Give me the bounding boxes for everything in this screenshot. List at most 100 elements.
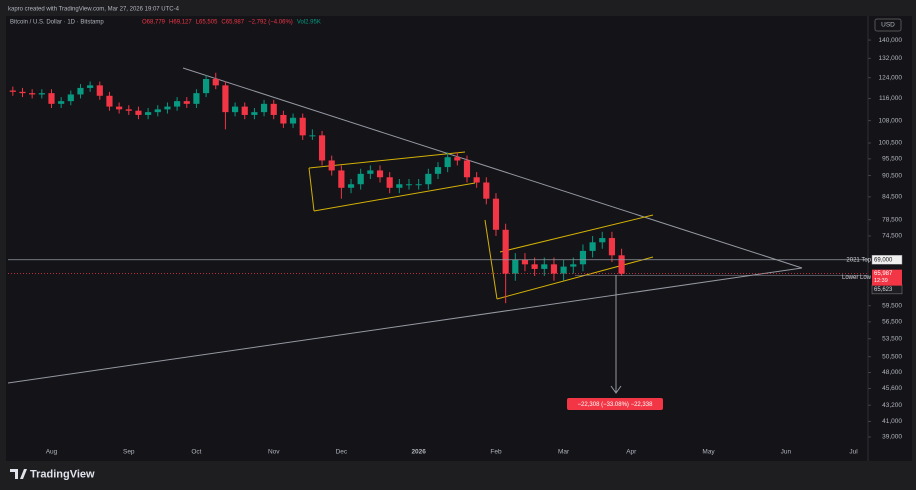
x-tick-label: Mar <box>558 449 570 456</box>
arrow-head <box>610 385 622 394</box>
credit: kapro created with TradingView.com, Mar … <box>8 7 180 13</box>
currency-button[interactable] <box>874 18 902 32</box>
y-tick-label: 108,000 <box>879 117 903 124</box>
candle-body <box>463 160 471 178</box>
series <box>9 72 625 304</box>
candle-body <box>135 110 142 115</box>
legend-value: Vol2.95K <box>297 20 321 26</box>
candle-body <box>48 93 55 104</box>
candle-body <box>174 101 181 107</box>
measure-box <box>567 398 663 410</box>
channel-line <box>499 214 654 253</box>
candle-body <box>531 264 538 269</box>
candle-body <box>434 167 442 174</box>
candle-body <box>541 264 548 269</box>
channel-line <box>308 167 315 212</box>
candle-body <box>570 264 577 267</box>
candle-body <box>106 95 113 107</box>
candle-body <box>396 184 403 188</box>
candle-body <box>202 78 210 94</box>
candle-body <box>367 170 374 174</box>
currency[interactable]: USD <box>881 22 895 29</box>
candle-body <box>328 160 335 171</box>
candle-body <box>87 85 94 88</box>
trendline <box>182 67 803 269</box>
candle-body <box>154 109 161 113</box>
countdown: 12:39 <box>874 278 888 284</box>
y-tick-label: 45,600 <box>882 385 902 392</box>
channel-line <box>308 151 466 169</box>
measure-label: −22,308 (−33.08%) −22,338 <box>578 402 654 408</box>
level-value: 65,623 <box>874 287 893 293</box>
y-tick-label: 50,500 <box>882 353 902 360</box>
candle-body <box>521 259 529 265</box>
candle-body <box>280 114 287 124</box>
y-tick-label: 43,200 <box>882 402 902 409</box>
candle-body <box>415 184 422 186</box>
candle-body <box>67 94 74 102</box>
candle-body <box>608 238 616 256</box>
level-name: Lower Low <box>842 275 872 281</box>
candle-body <box>299 117 306 136</box>
x-tick-label: Nov <box>268 449 280 456</box>
candle-body <box>9 90 16 92</box>
y-tick-label: 56,500 <box>882 319 902 326</box>
candle-body <box>483 182 490 199</box>
candle-body <box>599 238 606 243</box>
x-tick-label: 2026 <box>411 449 426 456</box>
x-tick-label: Dec <box>336 449 348 456</box>
y-tick-label: 59,500 <box>882 303 902 310</box>
x-tick-label: Oct <box>191 449 201 456</box>
candle-body <box>222 85 229 113</box>
candle-body <box>309 135 316 137</box>
legend-value: C65,987 <box>221 20 244 26</box>
level-value: 69,000 <box>874 257 893 263</box>
candle-body <box>347 184 355 188</box>
candle-body <box>29 93 36 95</box>
candle-body <box>183 101 190 104</box>
candle-body <box>444 157 451 168</box>
brand: TradingView <box>30 468 95 480</box>
candle-body <box>38 93 45 95</box>
x-tick-label: Jun <box>781 449 792 456</box>
legend-value: O68,779 <box>142 20 166 26</box>
candle-body <box>260 103 268 113</box>
candle-body <box>251 112 258 115</box>
panel <box>6 16 912 461</box>
candle-body <box>289 117 297 124</box>
x-tick-label: Jul <box>849 449 858 456</box>
candle-body <box>560 266 567 274</box>
candle-body <box>125 109 132 111</box>
candle-body <box>454 157 461 161</box>
candle-body <box>589 242 596 251</box>
candle-body <box>318 135 326 161</box>
y-tick-label: 84,500 <box>882 194 902 201</box>
x-tick-label: May <box>702 449 715 456</box>
y-tick-label: 132,000 <box>879 55 903 62</box>
y-tick-label: 116,000 <box>879 95 902 102</box>
candle-body <box>502 229 509 274</box>
candle-body <box>492 198 500 230</box>
candle-body <box>241 106 248 115</box>
candle-body <box>512 259 519 274</box>
level-box <box>871 255 903 265</box>
candle-body <box>58 101 65 104</box>
y-tick-label: 41,000 <box>882 418 902 425</box>
y-tick-label: 124,000 <box>879 74 903 81</box>
x-tick-label: Aug <box>46 449 58 456</box>
legend-value: H69,127 <box>169 20 192 26</box>
x-tick-label: Feb <box>490 449 502 456</box>
candle-body <box>425 173 432 185</box>
y-tick-label: 74,500 <box>882 233 902 240</box>
legend-value: −2,792 (−4.06%) <box>248 20 293 26</box>
y-tick-label: 39,000 <box>882 434 902 441</box>
x-tick-label: Sep <box>123 449 135 456</box>
x-tick-label: Apr <box>626 449 637 456</box>
y-tick-label: 90,500 <box>882 172 902 179</box>
candle-body <box>77 87 84 95</box>
candle-body <box>96 85 103 96</box>
candle-body <box>338 170 345 188</box>
candle-body <box>579 250 587 265</box>
candle-body <box>19 91 26 94</box>
channel-line <box>313 182 476 212</box>
